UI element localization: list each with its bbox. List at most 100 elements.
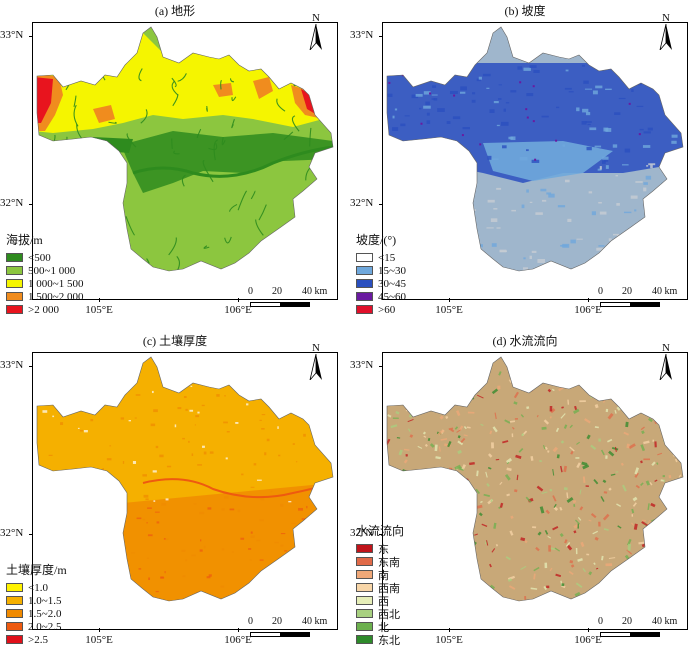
legend-item: 1 500~2 000 [6,290,83,303]
legend-item: >2 000 [6,303,83,316]
legend: 土壤厚度/m <1.0 1.0~1.5 1.5~2.0 2.0~2.5 >2.5 [6,561,67,646]
scale-label: 40 km [302,286,328,297]
legend-label: 西 [378,595,389,608]
scale-bar-graphic [600,632,660,637]
legend-item: 西 [356,594,404,608]
longitude-tick [449,628,450,632]
legend: 海拔/m <500 500~1 000 1 000~1 500 1 500~2 000 >… [6,231,83,316]
longitude-tick [588,628,589,632]
scale-bar: 0 20 40 km [248,286,336,316]
latitude-label: 33°N [350,29,374,41]
longitude-label: 105°E [85,304,113,316]
legend-swatch [6,305,23,314]
legend-label: 30~45 [378,277,406,290]
latitude-label: 33°N [0,29,24,41]
legend-label: 1 500~2 000 [28,290,84,303]
legend-swatch [6,635,23,644]
legend-label: 北 [378,621,389,634]
longitude-tick [449,298,450,302]
scale-label: 0 [598,286,603,297]
legend-label: >2 000 [28,303,59,316]
north-label: N [312,342,320,354]
longitude-label: 106°E [224,634,252,646]
latitude-tick [379,534,383,535]
legend-item: 1 000~1 500 [6,277,83,290]
panel-a: (a) 地形 N 海拔/m <500 500~1 000 1 000~1 500 1 5… [0,0,350,330]
scale-label: 20 [272,616,282,627]
latitude-tick [379,36,383,37]
longitude-label: 105°E [435,634,463,646]
legend-label: 2.0~2.5 [28,620,62,633]
longitude-label: 105°E [435,304,463,316]
legend-swatch [356,253,373,262]
legend-item: 1.5~2.0 [6,607,67,620]
legend-swatch [356,544,373,553]
legend-swatch [6,266,23,275]
north-arrow-icon [659,23,672,51]
longitude-tick [238,298,239,302]
legend-item: <1.0 [6,581,67,594]
longitude-tick [588,298,589,302]
legend-swatch [6,622,23,631]
legend-label: 南 [378,569,389,582]
scale-label: 0 [248,616,253,627]
legend-label: 45~60 [378,290,406,303]
legend-title: 坡度/(°) [356,233,397,247]
legend-item: 1.0~1.5 [6,594,67,607]
scale-label: 0 [248,286,253,297]
latitude-tick [29,534,33,535]
legend-swatch [356,279,373,288]
scale-label: 20 [622,616,632,627]
latitude-label: 32°N [350,197,374,209]
legend-swatch [356,622,373,631]
legend-label: 1.0~1.5 [28,594,62,607]
latitude-tick [379,366,383,367]
legend-swatch [6,292,23,301]
scale-bar-graphic [250,302,310,307]
soil-thickness-map [36,356,334,602]
scale-bar: 0 20 40 km [598,616,686,646]
legend-item: 东北 [356,633,404,647]
north-label: N [312,12,320,24]
north-arrow-icon [309,353,322,381]
map-frame [32,22,338,300]
legend-item: >60 [356,303,406,316]
scale-bar: 0 20 40 km [598,286,686,316]
legend: 坡度/(°) <15 15~30 30~45 45~60 >60 [356,231,406,316]
legend-item: >2.5 [6,633,67,646]
legend-item: 东 [356,542,404,556]
legend-label: <1.0 [28,581,48,594]
longitude-tick [99,628,100,632]
legend-label: 1 000~1 500 [28,277,84,290]
legend-item: 东南 [356,555,404,569]
legend-title: 土壤厚度/m [6,563,67,577]
scale-label: 20 [622,286,632,297]
map-frame [32,352,338,630]
legend-swatch [356,570,373,579]
legend-swatch [356,557,373,566]
legend-item: <15 [356,251,406,264]
legend-label: >2.5 [28,633,48,646]
legend-swatch [356,583,373,592]
longitude-tick [99,298,100,302]
longitude-label: 105°E [85,634,113,646]
longitude-label: 106°E [574,304,602,316]
legend-label: <500 [28,251,51,264]
map-frame [382,22,688,300]
legend-item: 北 [356,620,404,634]
legend-swatch [356,305,373,314]
scale-label: 20 [272,286,282,297]
legend-swatch [6,609,23,618]
longitude-tick [238,628,239,632]
north-arrow-icon [309,23,322,51]
north-arrow-icon [659,353,672,381]
terrain-map [36,26,334,272]
legend-swatch [356,635,373,644]
scale-label: 0 [598,616,603,627]
legend-item: 500~1 000 [6,264,83,277]
latitude-tick [379,204,383,205]
legend-label: 东 [378,543,389,556]
legend-label: 15~30 [378,264,406,277]
legend-swatch [356,609,373,618]
legend-swatch [356,596,373,605]
